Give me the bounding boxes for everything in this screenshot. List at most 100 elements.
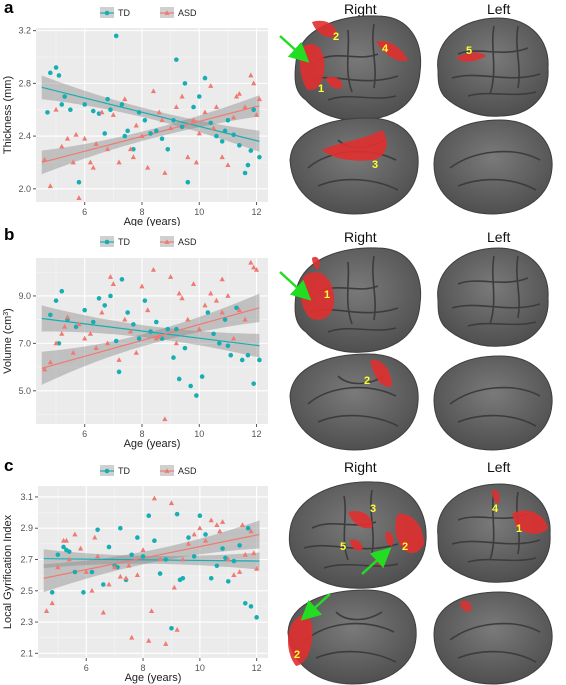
data-point-asd [117,573,123,579]
data-point-td [106,544,112,550]
data-point-asd [156,109,162,115]
hemisphere-label-right-c: Right [344,459,377,475]
arrow-icon [361,547,392,575]
data-point-asd [82,335,88,341]
brain-c-right-medial: 2 [287,589,417,685]
data-point-asd [151,495,158,501]
data-point-td [96,111,102,116]
hemisphere-label-left-a: Left [487,1,511,17]
data-point-td [185,179,191,185]
data-point-td [49,590,55,595]
data-point-asd [64,314,71,320]
data-point-td [225,579,231,584]
data-point-asd [168,125,174,131]
data-point-td [53,298,59,303]
data-point-td [254,615,259,620]
data-point-asd [116,357,122,362]
x-tick-label: 8 [139,207,144,217]
data-point-td [211,331,216,337]
hemisphere-label-right-a: Right [344,1,377,17]
data-point-td [251,107,256,113]
data-point-td [217,341,222,346]
data-point-td [208,120,214,126]
data-point-asd [225,556,231,562]
data-point-td [81,590,86,595]
data-point-asd [150,266,157,272]
data-point-td [214,133,219,139]
data-point-td [140,554,146,559]
data-point-td [203,532,208,537]
data-point-asd [254,565,260,571]
gyrification-scatter-chart: 6 8 10 12 2.1 2.3 2.5 2.7 2.9 3.1 Age (years) Local… [2,465,268,684]
data-point-td [171,355,176,360]
data-point-asd [70,159,76,165]
data-point-asd [134,572,140,578]
data-point-td [177,577,183,583]
data-point-asd [196,130,202,136]
data-point-td [225,343,231,349]
legend-marker-td [104,239,110,245]
data-point-asd [248,259,254,265]
brain-c-left-medial [433,591,553,685]
data-point-asd [105,340,111,346]
data-point-asd [72,531,78,537]
data-point-asd [248,72,254,78]
data-point-asd [55,564,61,570]
data-point-asd [105,146,111,152]
data-point-asd [59,143,65,149]
data-point-td [257,357,262,363]
data-point-asd [92,534,98,540]
data-point-asd [208,517,214,523]
data-point-td [186,535,191,540]
data-point-td [174,326,179,332]
data-point-asd [157,556,163,562]
y-tick-label: 3.2 [18,26,31,36]
data-point-td [245,352,251,358]
data-point-td [146,513,152,519]
y-axis-label-superscript: 3 [3,312,10,316]
fit-line-td [43,558,260,562]
data-point-td [102,131,108,136]
brain-c-marker: 4 [492,503,499,515]
data-point-td [208,575,214,581]
thickness-scatter-chart: 6 8 10 12 2.0 2.4 2.8 3.2 Age (years) Thickness (… [2,7,268,226]
data-point-td [179,124,185,130]
data-point-td [182,81,188,86]
data-point-asd [193,159,199,165]
data-point-td [231,558,237,564]
data-point-td [245,162,251,168]
x-tick-label: 6 [82,207,87,217]
data-point-asd [162,170,168,175]
data-point-asd [236,307,242,313]
data-point-asd [219,276,225,282]
data-point-td [105,96,110,102]
data-point-asd [127,328,134,334]
data-point-asd [133,349,139,355]
data-point-asd [116,159,122,165]
data-point-asd [214,522,220,527]
data-point-td [148,329,153,334]
data-point-td [157,571,163,576]
x-tick-label: 12 [252,429,262,439]
data-point-asd [110,281,116,286]
arrow-icon [300,593,331,621]
data-point-asd [242,104,248,109]
brain-a-marker: 3 [372,159,378,171]
brain-c-marker: 1 [516,523,522,535]
x-tick-label: 8 [141,663,146,673]
y-axis-label: Volume (cm3) [2,308,14,374]
data-point-td [196,94,202,99]
data-point-td [90,108,96,114]
data-point-asd [76,195,82,200]
data-point-td [182,345,188,351]
brain-b-right-medial: 2 [289,353,419,451]
data-point-td [131,322,136,327]
data-point-asd [53,106,59,112]
panel-letter-c: c [4,456,14,475]
legend-marker-asd [164,239,170,244]
data-point-td [248,604,254,609]
data-point-asd [87,330,94,336]
y-tick-label: 2.7 [20,554,33,564]
data-point-asd [242,316,248,322]
data-point-asd [251,80,257,86]
